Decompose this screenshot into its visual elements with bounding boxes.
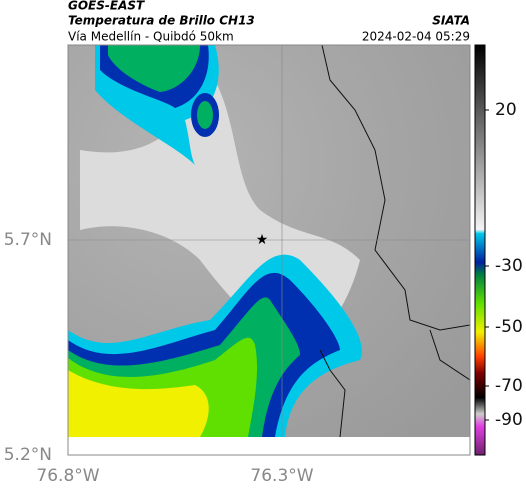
route: Vía Medellín - Quibdó 50km bbox=[68, 30, 234, 44]
colorbar-tick-label: -70 bbox=[495, 376, 523, 396]
lat-label: 5.2°N bbox=[4, 445, 52, 465]
colorbar-tick-label: -90 bbox=[495, 410, 523, 430]
colorbar-tick-label: -30 bbox=[495, 256, 523, 276]
colorbar-tick-label: 20 bbox=[495, 100, 517, 120]
lon-label: 76.3°W bbox=[250, 466, 313, 486]
colorbar-tick-label: -50 bbox=[495, 317, 523, 337]
datetime: 2024-02-04 05:29 bbox=[362, 30, 470, 44]
map-frame bbox=[67, 44, 471, 456]
lon-label: 76.8°W bbox=[36, 466, 99, 486]
satellite-image: ★ bbox=[68, 45, 470, 437]
colorbar bbox=[474, 44, 486, 456]
svg-text:★: ★ bbox=[256, 232, 269, 248]
source: SIATA bbox=[432, 14, 470, 28]
product: Temperatura de Brillo CH13 bbox=[68, 14, 255, 28]
lat-label: 5.7°N bbox=[4, 230, 52, 250]
satellite: GOES-EAST bbox=[68, 0, 145, 13]
